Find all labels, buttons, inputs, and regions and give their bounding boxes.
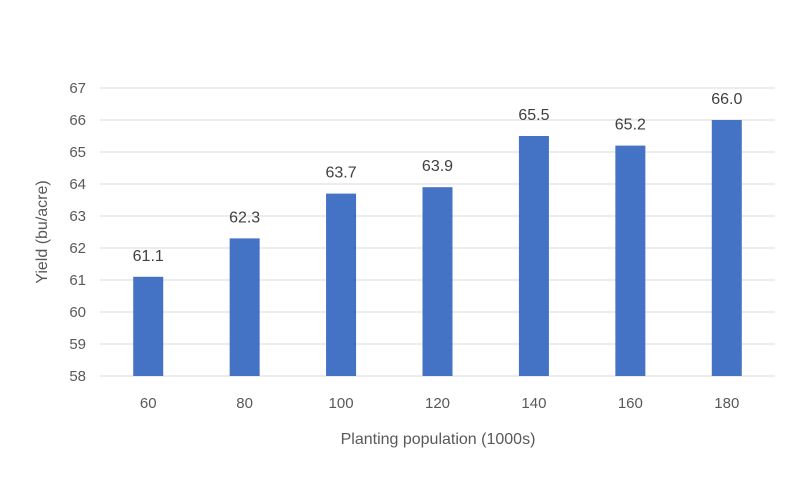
bar-140 (518, 136, 549, 376)
data-label-160: 65.2 (615, 117, 646, 134)
y-tick-label-66: 66 (69, 112, 86, 129)
x-axis-ticks: 60 80 100 120 140 160 180 (140, 395, 739, 412)
bar-160 (615, 145, 646, 376)
data-label-120: 63.9 (422, 158, 453, 175)
x-tick-label-180: 180 (714, 395, 739, 412)
x-tick-label-80: 80 (236, 395, 253, 412)
bar-180 (711, 120, 742, 376)
data-label-180: 66.0 (711, 91, 742, 108)
y-tick-label-65: 65 (69, 144, 86, 161)
y-axis-title: Yield (bu/acre) (34, 180, 51, 283)
bar-120 (422, 187, 453, 376)
bar-100 (326, 193, 357, 376)
bar-80 (229, 238, 260, 376)
data-label-80: 62.3 (229, 209, 260, 226)
data-label-140: 65.5 (518, 107, 549, 124)
bar-60 (133, 276, 164, 376)
x-tick-label-160: 160 (618, 395, 643, 412)
y-tick-label-67: 67 (69, 80, 86, 97)
y-tick-label-58: 58 (69, 368, 86, 385)
y-axis-ticks: 58 59 60 61 62 63 64 65 66 67 (69, 80, 86, 385)
x-axis-title: Planting population (1000s) (341, 431, 536, 448)
y-tick-label-62: 62 (69, 240, 86, 257)
y-tick-label-61: 61 (69, 272, 86, 289)
y-tick-label-59: 59 (69, 336, 86, 353)
y-tick-label-60: 60 (69, 304, 86, 321)
data-label-60: 61.1 (133, 248, 164, 265)
bars (133, 120, 742, 376)
x-tick-label-100: 100 (329, 395, 354, 412)
data-labels: 61.1 62.3 63.7 63.9 65.5 65.2 66.0 (133, 91, 743, 265)
x-tick-label-140: 140 (521, 395, 546, 412)
y-tick-label-63: 63 (69, 208, 86, 225)
x-tick-label-60: 60 (140, 395, 157, 412)
x-tick-label-120: 120 (425, 395, 450, 412)
y-tick-label-64: 64 (69, 176, 86, 193)
data-label-100: 63.7 (326, 165, 357, 182)
